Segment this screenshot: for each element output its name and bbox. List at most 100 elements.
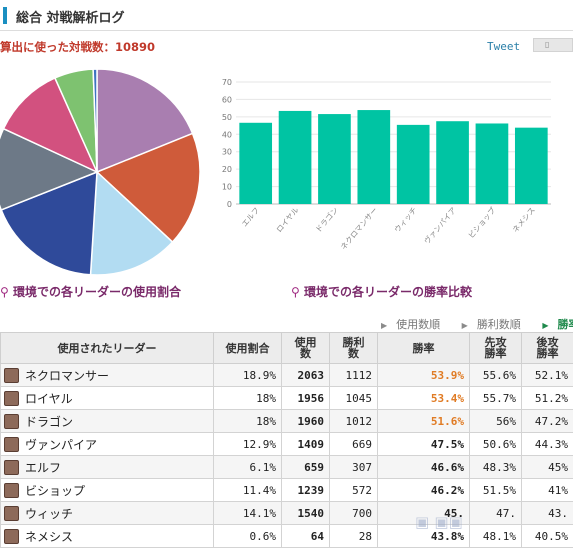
- header-wins[interactable]: 勝利数: [329, 332, 378, 364]
- share-cell: 11.4%: [213, 478, 282, 502]
- table-header-row: 使用されたリーダー 使用割合 使用数 勝利数 勝率 先攻 勝率 後攻 勝率: [0, 332, 573, 364]
- rate-cell: 43.8%: [377, 524, 470, 548]
- watermark: ▣ ▣▣: [415, 513, 463, 531]
- y-tick-label-2: 20: [222, 165, 232, 174]
- table-row: エルフ 6.1% 659 307 46.6% 48.3% 45%: [0, 455, 573, 479]
- first-rate-cell: 48.3%: [469, 455, 522, 479]
- sort-by-winrate[interactable]: ▶勝率順: [542, 318, 573, 331]
- leader-cell: ウィッチ: [0, 501, 214, 525]
- wins-cell: 1112: [329, 363, 378, 387]
- tweet-link[interactable]: Tweet: [487, 40, 521, 53]
- bar-4: [396, 124, 430, 204]
- x-tick-label-2: ドラゴン: [313, 205, 340, 234]
- y-tick-label-1: 10: [222, 183, 232, 192]
- rate-cell: 46.6%: [377, 455, 470, 479]
- used-cell: 64: [281, 524, 330, 548]
- header-used[interactable]: 使用数: [281, 332, 330, 364]
- x-tick-label-5: ヴァンパイア: [422, 205, 459, 246]
- x-tick-label-6: ビショップ: [466, 205, 497, 240]
- share-cell: 18%: [213, 386, 282, 410]
- wins-cell: 669: [329, 432, 378, 456]
- header-share[interactable]: 使用割合: [213, 332, 282, 364]
- avatar: [4, 505, 19, 521]
- avatar: [4, 436, 19, 452]
- pie-chart-title: ⚲ 環境での各リーダーの使用割合: [0, 283, 181, 300]
- used-cell: 1540: [281, 501, 330, 525]
- usage-pie-chart: [0, 68, 201, 276]
- pie-slice-0: [96, 68, 194, 174]
- tweet-count-box[interactable]: ▯: [533, 38, 573, 52]
- bar-0: [239, 122, 273, 204]
- sort-by-usage[interactable]: ▶ 使用数順: [381, 318, 441, 331]
- wins-cell: 307: [329, 455, 378, 479]
- leader-cell: ネメシス: [0, 524, 214, 548]
- x-tick-label-7: ネメシス: [511, 206, 537, 235]
- second-rate-cell: 40.5%: [521, 524, 573, 548]
- header-second-rate[interactable]: 後攻 勝率: [521, 332, 573, 364]
- header-rate[interactable]: 勝率: [377, 332, 470, 364]
- table-row: ドラゴン 18% 1960 1012 51.6% 56% 47.2%: [0, 409, 573, 433]
- sort-tabs: ▶使用数順 ▶勝利数順 ▶勝率順: [363, 316, 573, 332]
- leader-stats-table: 使用されたリーダー 使用割合 使用数 勝利数 勝率 先攻 勝率 後攻 勝率 ネクロマ…: [0, 332, 573, 548]
- used-cell: 1956: [281, 386, 330, 410]
- header-accent-bar: [3, 7, 7, 24]
- avatar: [4, 482, 19, 498]
- bar-7: [514, 127, 548, 204]
- first-rate-cell: 50.6%: [469, 432, 522, 456]
- x-tick-label-1: ロイヤル: [275, 205, 301, 234]
- wins-cell: 1012: [329, 409, 378, 433]
- table-row: ウィッチ 14.1% 1540 700 45. 47. 43.: [0, 501, 573, 525]
- first-rate-cell: 51.5%: [469, 478, 522, 502]
- leader-cell: ビショップ: [0, 478, 214, 502]
- used-cell: 659: [281, 455, 330, 479]
- table-row: ネメシス 0.6% 64 28 43.8% 48.1% 40.5%: [0, 524, 573, 548]
- battle-count-label: 算出に使った対戦数：10890: [0, 40, 156, 54]
- page-title: 総合 対戦解析ログ: [16, 11, 125, 26]
- first-rate-cell: 48.1%: [469, 524, 522, 548]
- leader-cell: ロイヤル: [0, 386, 214, 410]
- bar-5: [436, 121, 469, 204]
- y-tick-label-5: 50: [222, 113, 232, 122]
- wins-cell: 572: [329, 478, 378, 502]
- second-rate-cell: 45%: [521, 455, 573, 479]
- pie-slice-3: [0, 170, 98, 276]
- bar-6: [475, 123, 509, 204]
- triangle-right-icon: ▶: [542, 321, 549, 330]
- y-tick-label-4: 40: [222, 130, 232, 139]
- wins-cell: 28: [329, 524, 378, 548]
- avatar: [4, 459, 19, 475]
- rate-cell: 51.6%: [377, 409, 470, 433]
- leader-cell: エルフ: [0, 455, 214, 479]
- x-tick-label-4: ウィッチ: [393, 206, 419, 235]
- second-rate-cell: 43.: [521, 501, 573, 525]
- used-cell: 2063: [281, 363, 330, 387]
- second-rate-cell: 47.2%: [521, 409, 573, 433]
- sort-by-wins[interactable]: ▶ 勝利数順: [461, 318, 521, 331]
- x-tick-label-0: エルフ: [240, 206, 261, 229]
- x-tick-label-3: ネクロマンサー: [339, 206, 380, 252]
- rate-cell: 46.2%: [377, 478, 470, 502]
- share-cell: 18%: [213, 409, 282, 433]
- first-rate-cell: 56%: [469, 409, 522, 433]
- header-first-rate[interactable]: 先攻 勝率: [469, 332, 522, 364]
- page-header: 総合 対戦解析ログ: [0, 0, 573, 31]
- header-leader[interactable]: 使用されたリーダー: [0, 332, 214, 364]
- used-cell: 1239: [281, 478, 330, 502]
- wins-cell: 700: [329, 501, 378, 525]
- second-rate-cell: 44.3%: [521, 432, 573, 456]
- avatar: [4, 413, 19, 429]
- document-icon: ▯: [545, 40, 550, 49]
- avatar: [4, 528, 19, 544]
- second-rate-cell: 41%: [521, 478, 573, 502]
- rate-cell: 53.9%: [377, 363, 470, 387]
- pie-slice-4: [0, 127, 99, 211]
- second-rate-cell: 51.2%: [521, 386, 573, 410]
- pie-slice-7: [92, 68, 98, 173]
- share-cell: 14.1%: [213, 501, 282, 525]
- rate-cell: 47.5%: [377, 432, 470, 456]
- rate-cell: 53.4%: [377, 386, 470, 410]
- triangle-right-icon: ▶: [461, 321, 468, 330]
- share-cell: 12.9%: [213, 432, 282, 456]
- bar-1: [278, 110, 312, 204]
